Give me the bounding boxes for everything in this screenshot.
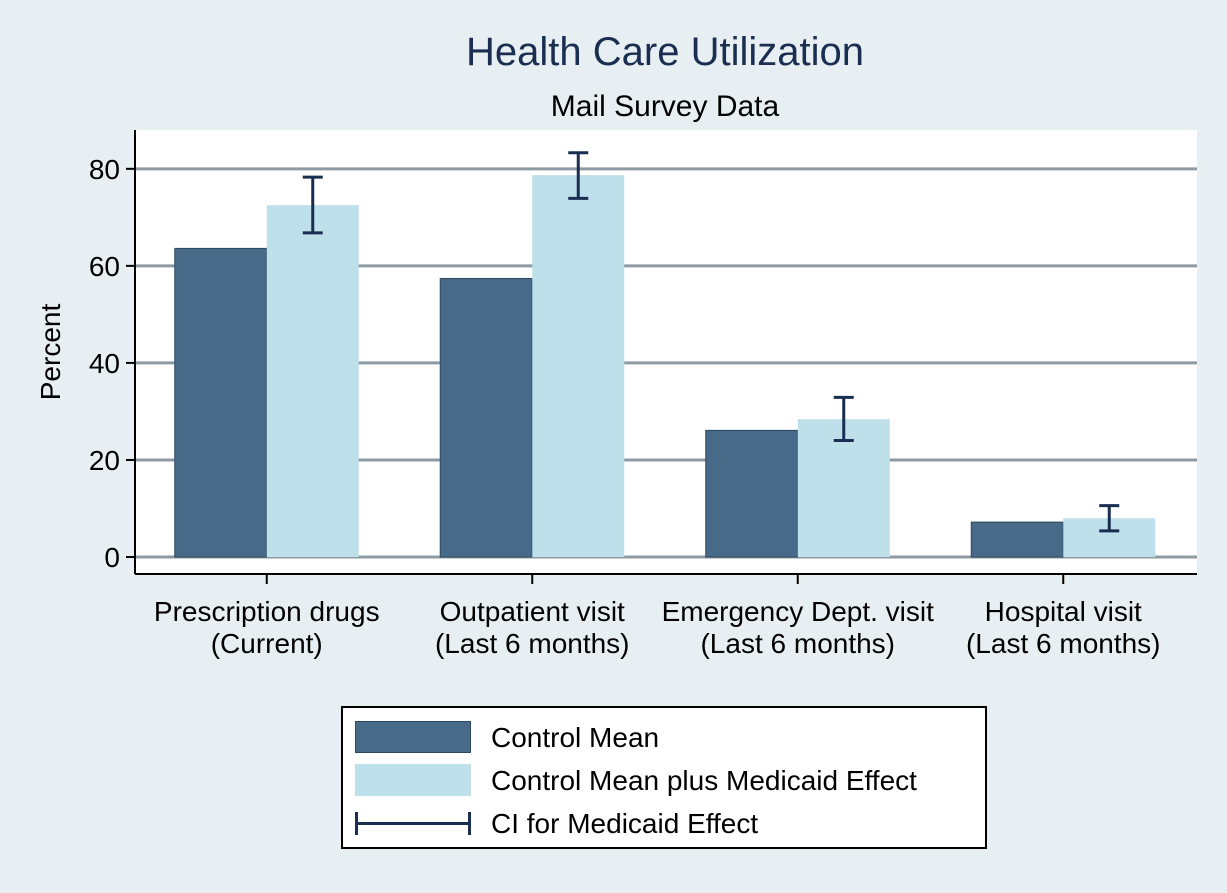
legend-label: CI for Medicaid Effect [491, 808, 759, 839]
bar-control-plus-effect [532, 175, 625, 558]
axes: 0 20 40 60 80 Prescription drugs(Current) Outp… [89, 130, 1197, 659]
bar-control-mean [439, 277, 533, 558]
x-tick-label: (Last 6 months) [700, 628, 895, 659]
x-tick-label: (Last 6 months) [966, 628, 1161, 659]
legend-label: Control Mean [491, 722, 660, 753]
bar-control-plus-effect [266, 205, 359, 558]
y-axis-title: Percent [35, 304, 66, 401]
legend-item-control-plus-effect: Control Mean plus Medicaid Effect [355, 764, 975, 798]
x-tick-label: Hospital visit [985, 596, 1142, 627]
bar-control-mean [174, 247, 268, 558]
y-tick-label: 60 [89, 251, 120, 282]
x-tick-label: Prescription drugs [154, 596, 380, 627]
error-bars [302, 151, 1120, 533]
bars [174, 175, 1156, 558]
bar-control-plus-effect [797, 419, 890, 558]
y-tick-label: 0 [104, 542, 120, 573]
x-tick-label: (Last 6 months) [435, 628, 630, 659]
legend-item-ci: CI for Medicaid Effect [355, 807, 975, 841]
chart-area: 0 20 40 60 80 Prescription drugs(Current) Outp… [35, 130, 1197, 659]
y-tick-label: 40 [89, 348, 120, 379]
legend-swatch-ci [355, 807, 471, 839]
bar-control-mean [705, 429, 799, 558]
legend-swatch-control-plus-effect [355, 764, 471, 796]
chart-subtitle: Mail Survey Data [550, 90, 780, 123]
x-tick-label: Emergency Dept. visit [662, 596, 935, 627]
legend-item-control-mean: Control Mean [355, 721, 975, 755]
x-tick-label: (Current) [211, 628, 323, 659]
ci-cap-icon [355, 812, 358, 835]
y-tick-label: 80 [89, 154, 120, 185]
legend-swatch-control-mean [355, 721, 471, 753]
legend-label: Control Mean plus Medicaid Effect [491, 765, 917, 796]
chart-title: Health Care Utilization [466, 30, 864, 74]
legend: Control Mean Control Mean plus Medicaid … [341, 706, 987, 849]
y-tick-label: 20 [89, 445, 120, 476]
ci-cap-icon [468, 812, 471, 835]
bar-control-mean [970, 521, 1064, 558]
x-tick-label: Outpatient visit [440, 596, 625, 627]
ci-line-icon [357, 822, 469, 825]
